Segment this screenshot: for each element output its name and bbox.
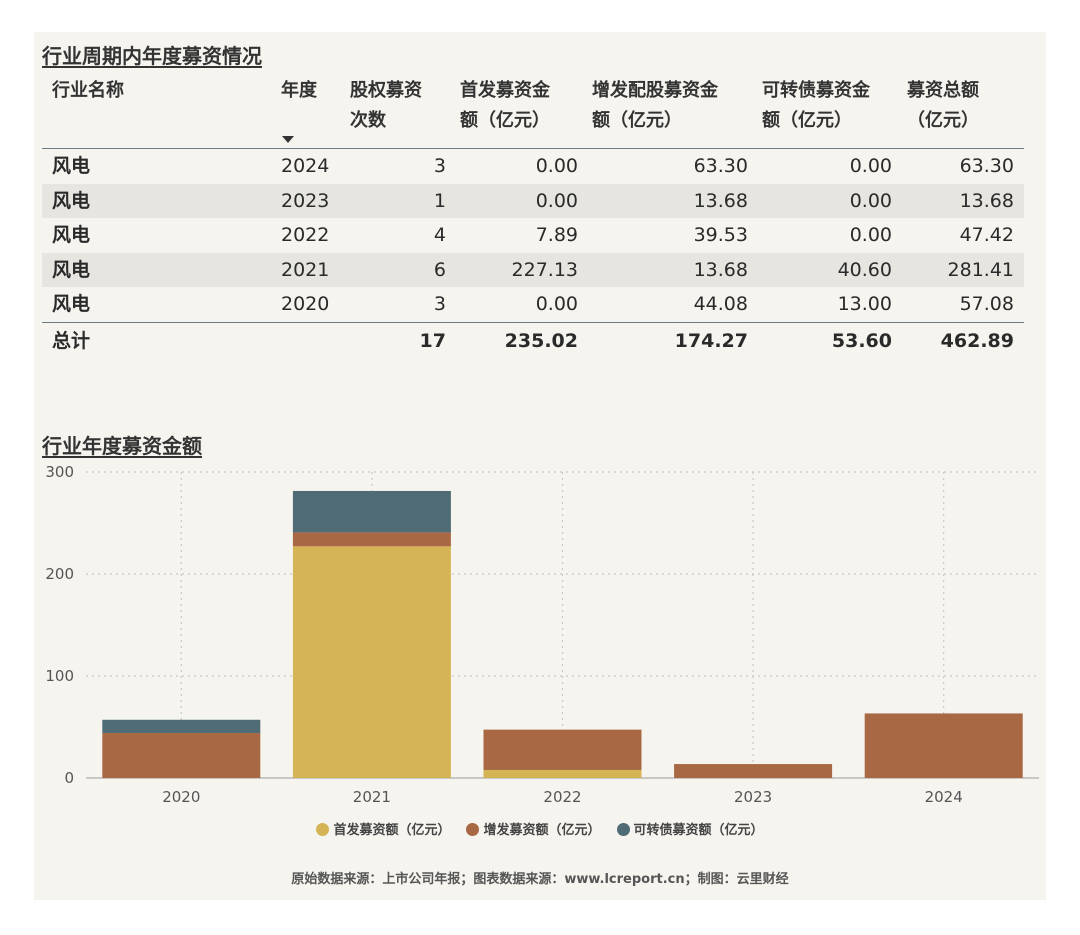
financing-table: 行业名称 年度 股权募资 次数 首发募资金 额（亿元） 增发配股募资金 额（亿元） 可… [42,76,1024,359]
total-follow: 174.27 [674,329,748,352]
total-convert: 53.60 [831,329,892,352]
cell-year: 2020 [281,293,330,315]
x-tick-label: 2023 [734,788,772,806]
table-body: 风电 2024 3 0.00 63.30 0.00 63.30 风电 2023 1 0.00 13.6… [42,149,1024,322]
x-tick-label: 2021 [353,788,391,806]
legend-item[interactable]: 增发募资额（亿元） [466,819,601,838]
cell-total: 47.42 [959,224,1014,246]
legend-dot-icon [316,823,330,836]
cell-year: 2022 [281,224,330,246]
bar-2022-series-1 [483,729,642,770]
bar-2020-series-2 [102,719,261,734]
source-note: 原始数据来源：上市公司年报；图表数据来源：www.lcreport.cn；制图：… [291,872,789,887]
chart-title: 行业年度募资金额 [42,434,202,458]
total-total: 462.89 [940,329,1014,352]
table-row: 风电 2024 3 0.00 63.30 0.00 63.30 [42,149,1024,184]
cell-total: 13.68 [959,189,1014,212]
bar-2020-series-1 [102,733,261,778]
cell-ipo: 0.00 [535,189,578,212]
legend-label: 可转债募资额（亿元） [633,823,764,838]
y-tick-label: 200 [45,565,74,583]
cell-convert: 40.60 [837,258,892,281]
header-total[interactable]: 募资总额 （亿元） [907,80,979,131]
cell-count: 4 [433,224,446,246]
cell-year: 2023 [281,189,330,212]
total-label: 总计 [52,329,91,352]
cell-convert: 0.00 [849,224,892,246]
header-ipo[interactable]: 首发募资金 额（亿元） [460,80,550,131]
chart-legend: 首发募资额（亿元） 增发募资额（亿元） 可转债募资额（亿元） [34,819,1046,838]
cell-count: 1 [433,189,446,212]
header-convert[interactable]: 可转债募资金 额（亿元） [762,80,870,131]
x-tick-label: 2022 [543,788,581,806]
total-row: 总计 17 235.02 174.27 53.60 462.89 [42,321,1024,359]
header-year[interactable]: 年度 [281,80,317,101]
legend-dot-icon [466,823,480,836]
stacked-bar-chart: 0 100 200 300 2020 2021 2022 2023 2024 [45,463,1039,806]
bar-2021-series-0 [292,546,451,778]
cell-ipo: 0.00 [535,293,578,315]
cell-year: 2024 [281,155,330,177]
cell-ipo: 227.13 [511,258,578,281]
cell-year: 2021 [281,258,330,281]
total-ipo: 235.02 [504,329,578,352]
legend-dot-icon [616,823,630,836]
cell-total: 63.30 [959,155,1014,177]
table-row: 风电 2023 1 0.00 13.68 0.00 13.68 [42,183,1024,218]
cell-industry: 风电 [52,293,91,315]
legend-label: 首发募资额（亿元） [333,823,451,838]
legend-item[interactable]: 可转债募资额（亿元） [616,819,764,838]
header-count[interactable]: 股权募资 次数 [350,80,422,131]
header-follow[interactable]: 增发配股募资金 额（亿元） [592,80,718,131]
cell-count: 3 [433,155,446,177]
y-tick-label: 0 [64,769,74,787]
cell-follow: 13.68 [693,258,748,281]
legend-label: 增发募资额（亿元） [483,823,601,838]
bar-2024-series-1 [864,713,1023,778]
y-tick-label: 100 [45,667,74,685]
bar-2021-series-1 [292,532,451,547]
cell-follow: 63.30 [693,155,748,177]
cell-convert: 13.00 [837,293,892,315]
cell-total: 57.08 [959,293,1014,315]
cell-convert: 0.00 [849,155,892,177]
bar-2023-series-1 [674,764,833,778]
header-name[interactable]: 行业名称 [52,80,124,101]
table-row: 风电 2022 4 7.89 39.53 0.00 47.42 [42,218,1024,253]
cell-follow: 44.08 [693,293,748,315]
cell-convert: 0.00 [849,189,892,212]
cell-count: 3 [433,293,446,315]
cell-ipo: 7.89 [535,224,578,246]
x-tick-label: 2024 [925,788,963,806]
table-row: 风电 2020 3 0.00 44.08 13.00 57.08 [42,287,1024,322]
legend-item[interactable]: 首发募资额（亿元） [316,819,450,838]
y-tick-label: 300 [45,463,74,481]
cell-follow: 39.53 [693,224,748,246]
cell-ipo: 0.00 [535,155,578,177]
bar-2022-series-0 [483,769,642,778]
cell-total: 281.41 [947,258,1014,281]
cell-follow: 13.68 [693,189,748,212]
sort-desc-icon[interactable] [282,136,294,143]
report-panel: 行业周期内年度募资情况 行业名称 年度 股权募资 次数 首发募资金 额（亿元） 增发… [34,32,1046,900]
table-row: 风电 2021 6 227.13 13.68 40.60 281.41 [42,252,1024,287]
x-tick-label: 2020 [162,788,200,806]
table-title: 行业周期内年度募资情况 [42,44,262,68]
cell-industry: 风电 [52,189,91,212]
total-count: 17 [419,329,446,352]
cell-count: 6 [433,258,446,281]
cell-industry: 风电 [52,258,91,281]
cell-industry: 风电 [52,155,91,177]
table-header: 行业名称 年度 股权募资 次数 首发募资金 额（亿元） 增发配股募资金 额（亿元） 可… [42,76,1024,149]
cell-industry: 风电 [52,224,91,246]
bar-2021-series-2 [292,490,451,533]
